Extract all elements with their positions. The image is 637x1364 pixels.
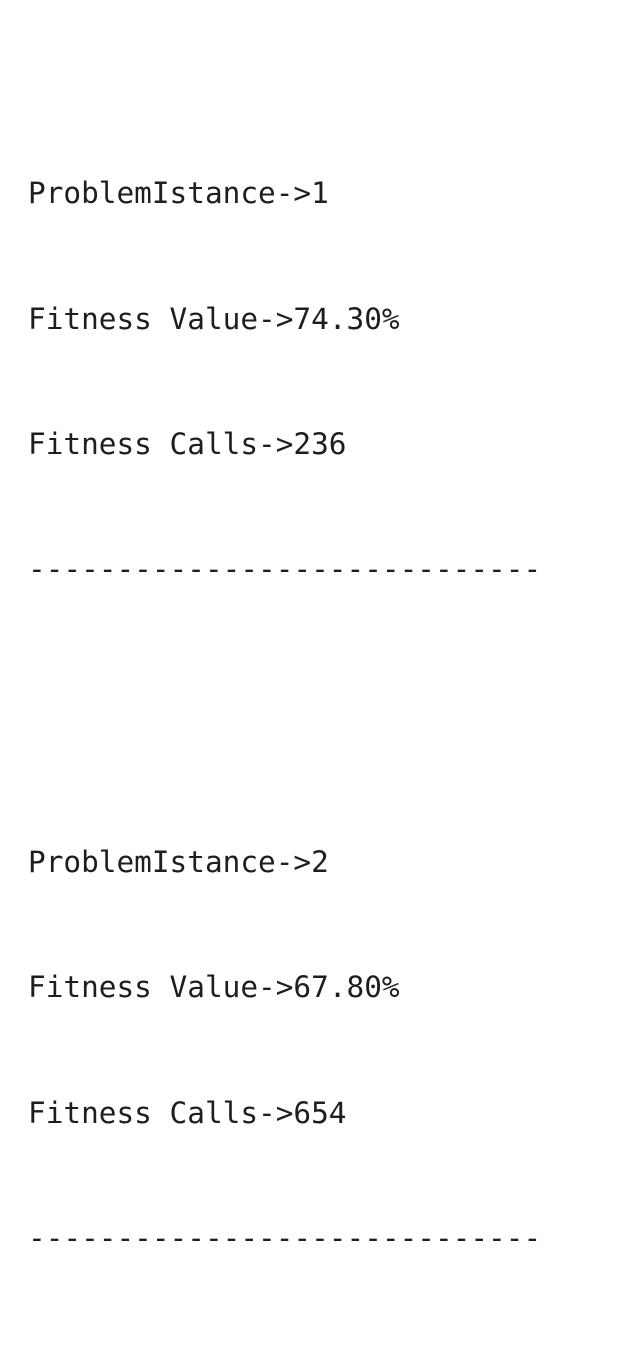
fitness-calls-line: Fitness Calls->236 <box>28 426 347 461</box>
separator-line: ----------------------------- <box>28 1221 542 1256</box>
separator-line: ----------------------------- <box>28 552 542 587</box>
console-output: ProblemIstance->1 Fitness Value->74.30% … <box>28 6 628 1364</box>
fitness-value-line: Fitness Value->74.30% <box>28 301 400 336</box>
result-block-1: ProblemIstance->1 Fitness Value->74.30% … <box>28 90 628 675</box>
problem-instance-line: ProblemIstance->2 <box>28 844 329 879</box>
problem-instance-line: ProblemIstance->1 <box>28 176 329 211</box>
fitness-value-line: Fitness Value->67.80% <box>28 970 400 1005</box>
fitness-calls-line: Fitness Calls->654 <box>28 1095 347 1130</box>
result-block-2: ProblemIstance->2 Fitness Value->67.80% … <box>28 758 628 1343</box>
